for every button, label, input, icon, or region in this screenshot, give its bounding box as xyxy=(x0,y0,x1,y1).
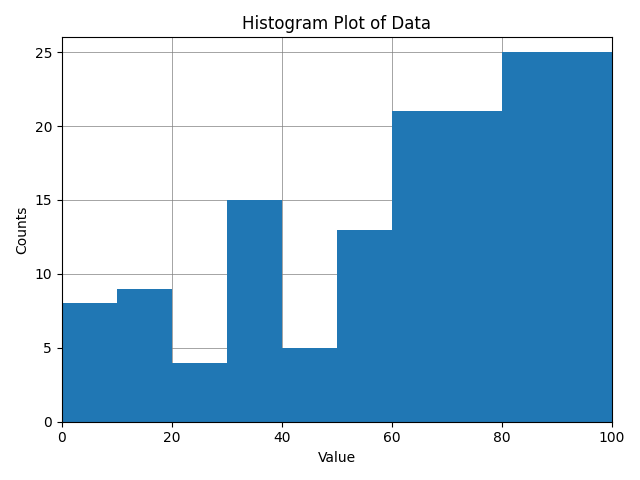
X-axis label: Value: Value xyxy=(318,451,356,465)
Y-axis label: Counts: Counts xyxy=(15,205,29,254)
Title: Histogram Plot of Data: Histogram Plot of Data xyxy=(243,15,431,33)
